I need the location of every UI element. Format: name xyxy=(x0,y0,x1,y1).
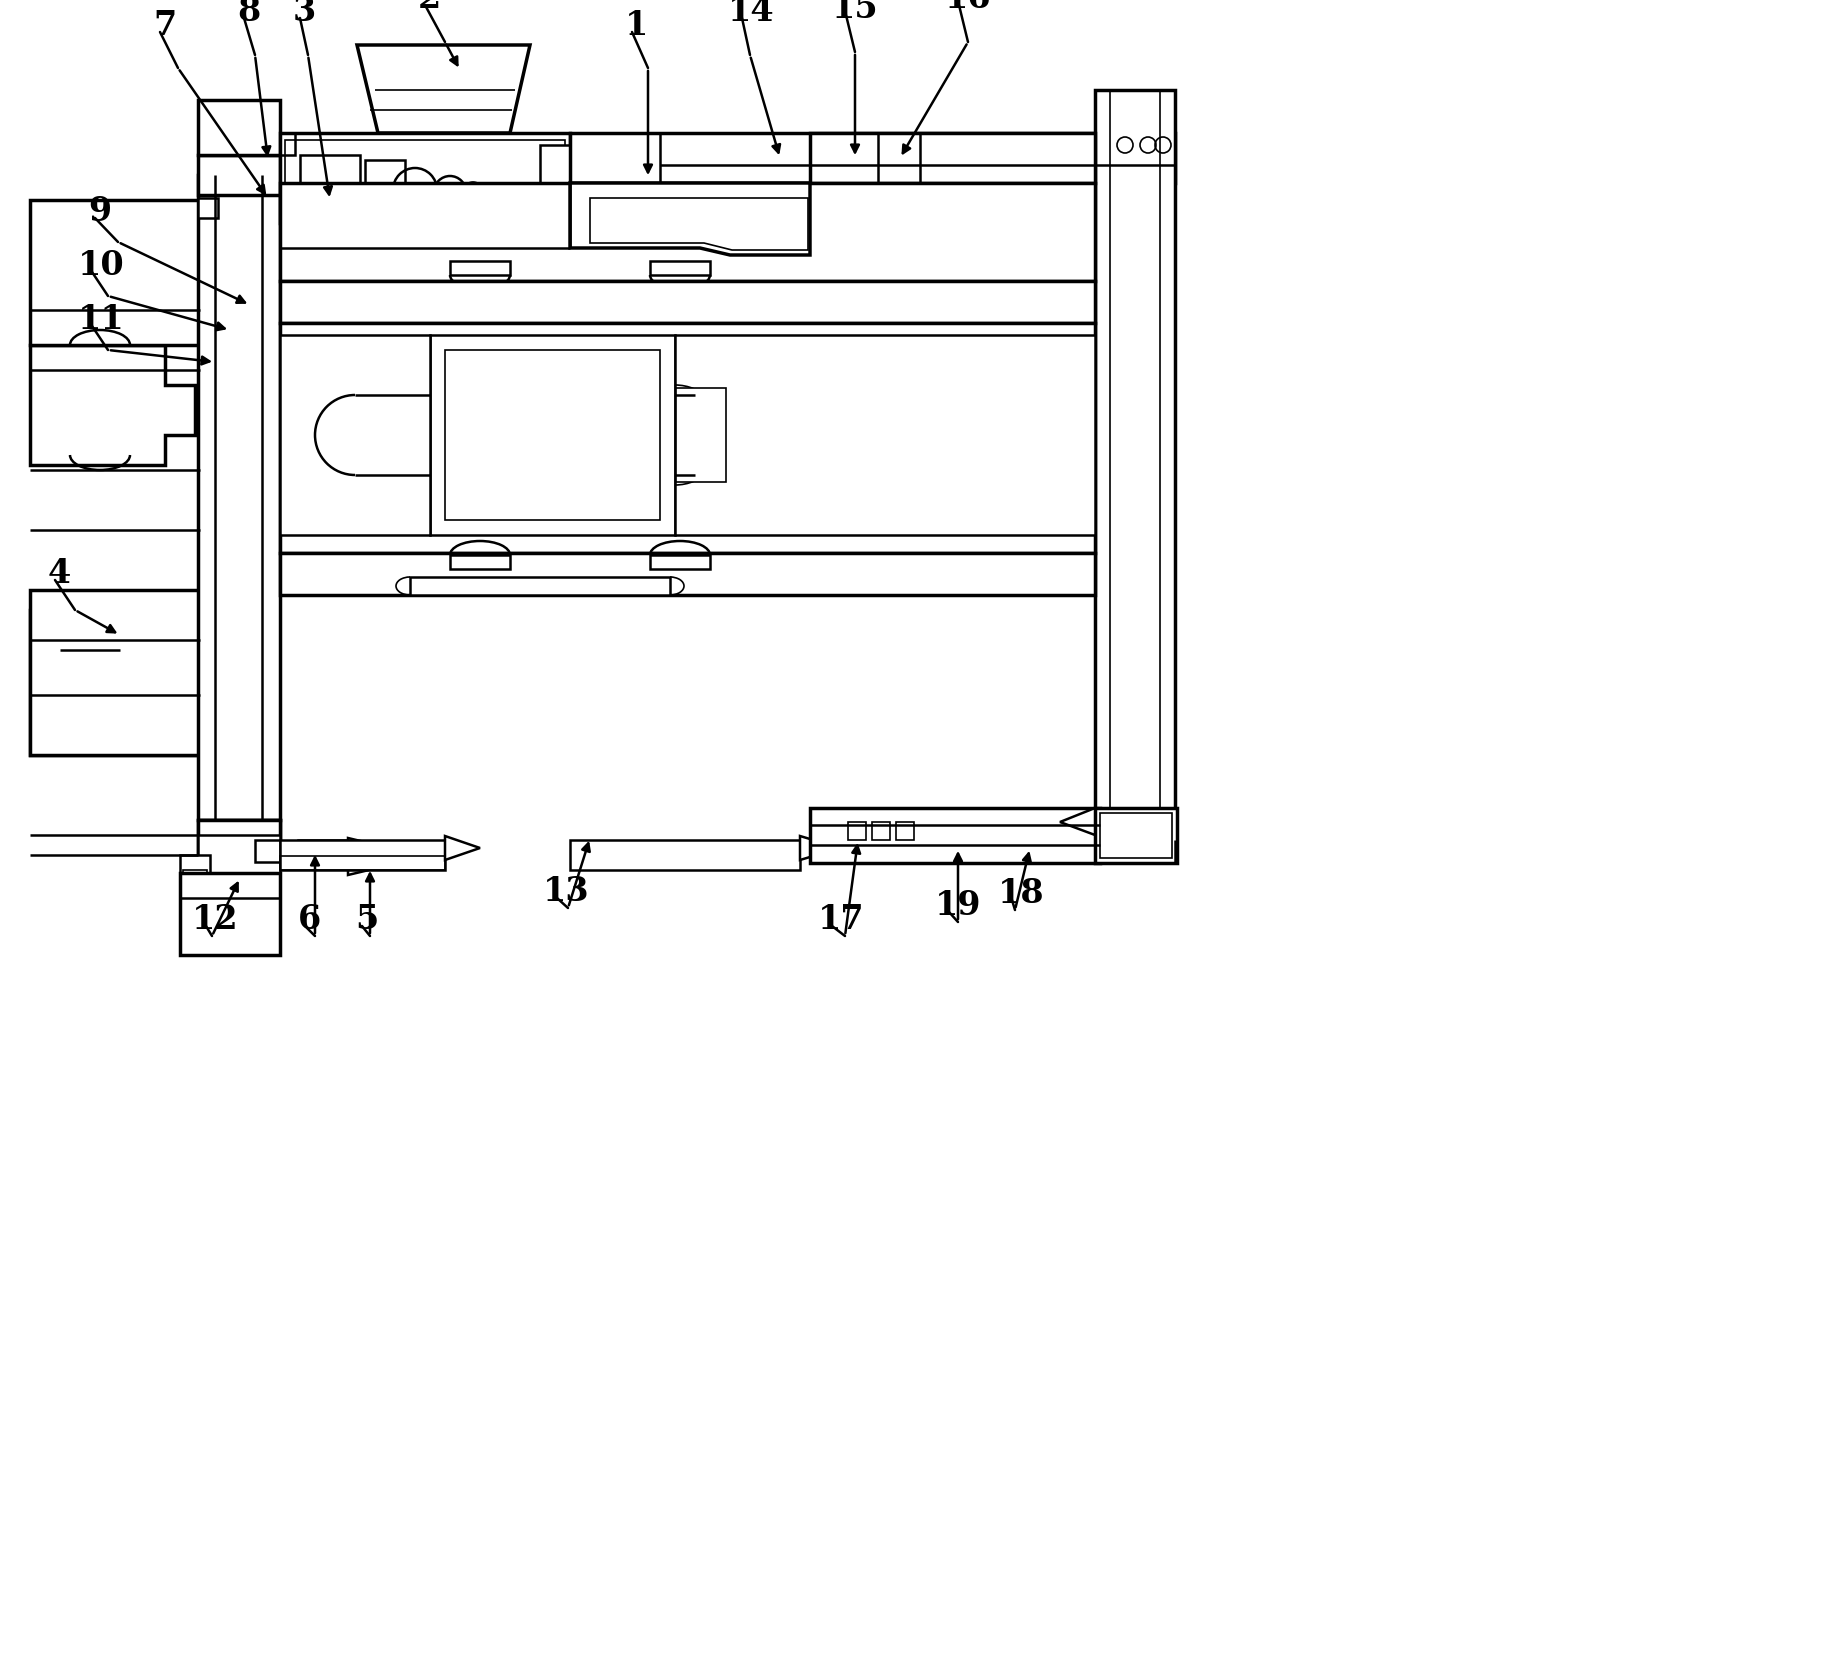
Text: 11: 11 xyxy=(79,302,124,336)
Bar xyxy=(280,553,1094,595)
Bar xyxy=(197,155,280,195)
Bar xyxy=(650,554,711,569)
Bar xyxy=(197,820,280,865)
Bar xyxy=(570,134,1175,184)
Bar xyxy=(871,822,890,840)
Polygon shape xyxy=(356,45,530,134)
Bar xyxy=(29,590,199,755)
Text: 14: 14 xyxy=(727,0,775,28)
Bar xyxy=(446,351,660,519)
Bar xyxy=(650,261,711,276)
Bar xyxy=(809,134,1094,184)
Bar xyxy=(409,578,671,595)
Bar xyxy=(181,855,210,900)
Bar xyxy=(449,554,510,569)
Bar xyxy=(1094,808,1177,863)
Polygon shape xyxy=(347,838,389,858)
Bar xyxy=(197,820,280,865)
Text: 6: 6 xyxy=(298,903,322,935)
Text: 12: 12 xyxy=(192,903,239,935)
Text: 4: 4 xyxy=(48,558,71,590)
Bar xyxy=(29,200,199,346)
Bar xyxy=(280,281,1094,322)
Bar xyxy=(280,184,1094,281)
Bar xyxy=(280,134,294,155)
Text: 3: 3 xyxy=(292,0,316,28)
Bar xyxy=(1111,90,1160,840)
Bar xyxy=(570,840,800,870)
Text: 10: 10 xyxy=(79,249,124,282)
Bar xyxy=(895,822,914,840)
Bar xyxy=(280,857,446,870)
Bar xyxy=(449,261,510,276)
Text: 8: 8 xyxy=(238,0,259,28)
Bar xyxy=(285,140,565,219)
Polygon shape xyxy=(29,346,195,464)
Text: 1: 1 xyxy=(625,8,649,42)
Bar xyxy=(197,100,280,155)
Bar xyxy=(280,840,446,870)
Bar xyxy=(1094,90,1175,840)
Bar xyxy=(320,205,334,220)
Polygon shape xyxy=(280,336,429,534)
Polygon shape xyxy=(570,184,809,256)
Bar xyxy=(197,175,280,820)
Bar xyxy=(280,322,1094,553)
Polygon shape xyxy=(590,199,808,250)
Text: 19: 19 xyxy=(935,888,981,922)
Bar xyxy=(280,134,570,224)
Bar xyxy=(676,387,725,483)
Text: 15: 15 xyxy=(831,0,879,25)
Text: 18: 18 xyxy=(998,877,1045,910)
Bar xyxy=(809,808,1100,863)
Bar xyxy=(502,205,519,220)
Bar xyxy=(280,220,294,235)
Bar xyxy=(482,205,499,220)
Bar xyxy=(197,199,217,219)
Bar xyxy=(197,835,280,873)
Bar xyxy=(300,205,314,220)
Bar xyxy=(300,155,360,205)
Bar xyxy=(181,873,280,955)
Text: 7: 7 xyxy=(153,8,175,42)
Text: 2: 2 xyxy=(418,0,442,15)
Bar xyxy=(340,205,354,220)
Text: 9: 9 xyxy=(88,195,111,229)
Bar xyxy=(541,145,570,224)
Text: 16: 16 xyxy=(945,0,992,15)
Text: 5: 5 xyxy=(354,903,378,935)
Polygon shape xyxy=(1060,808,1094,835)
Bar xyxy=(365,160,406,200)
Bar xyxy=(1100,813,1171,858)
Polygon shape xyxy=(347,855,389,875)
Bar xyxy=(256,840,280,862)
Bar xyxy=(429,336,674,534)
Text: 17: 17 xyxy=(818,903,864,935)
Text: 13: 13 xyxy=(543,875,590,908)
Bar xyxy=(183,870,206,887)
Bar xyxy=(674,336,1094,534)
Bar xyxy=(848,822,866,840)
Polygon shape xyxy=(446,837,481,860)
Bar xyxy=(298,840,347,862)
Polygon shape xyxy=(800,837,840,860)
Bar xyxy=(29,610,199,755)
